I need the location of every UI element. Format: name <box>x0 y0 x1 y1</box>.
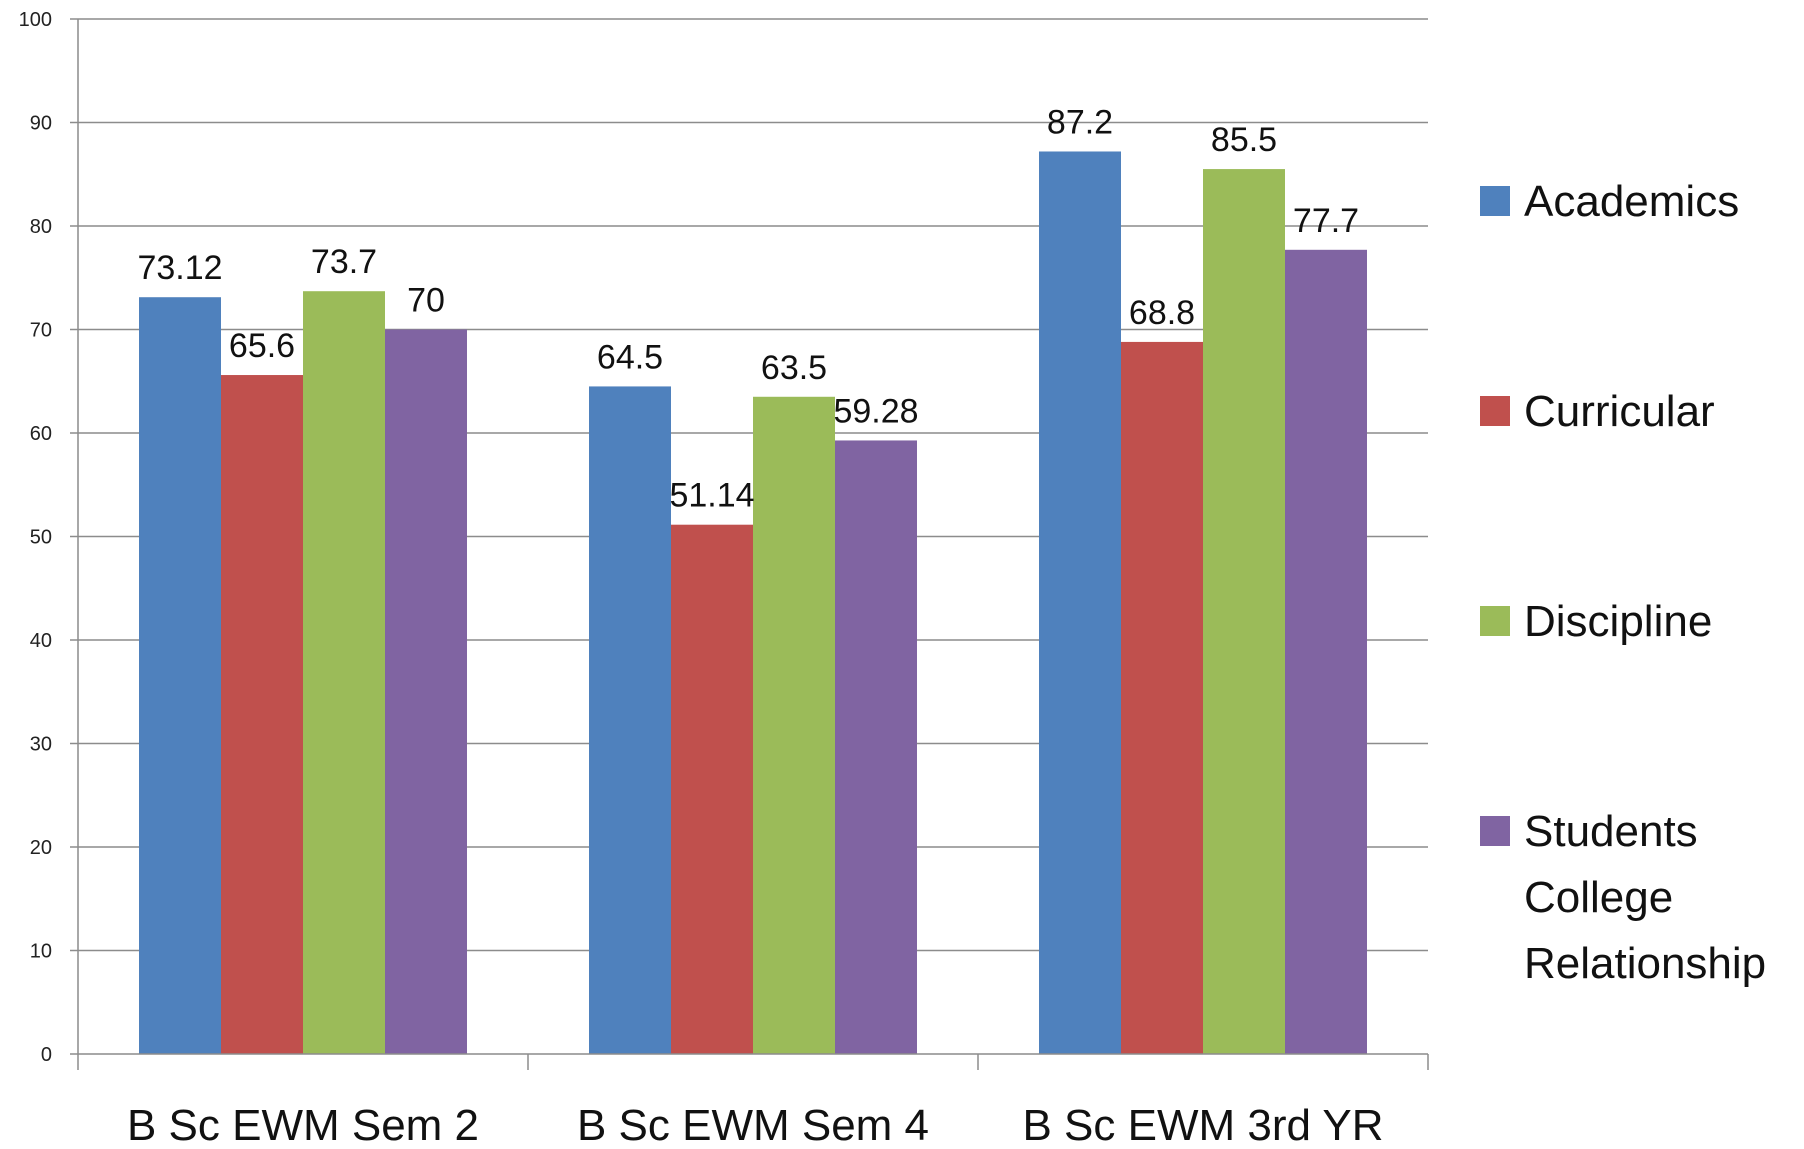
data-label: 73.7 <box>311 243 377 281</box>
bar-curricular <box>671 524 753 1054</box>
data-label: 51.14 <box>669 477 754 515</box>
y-tick-label: 20 <box>30 837 52 859</box>
legend-swatch <box>1480 396 1510 426</box>
bar-students-college-relationship <box>1285 249 1367 1054</box>
bars <box>139 151 1367 1055</box>
y-tick-label: 80 <box>30 216 52 238</box>
legend-swatch <box>1480 606 1510 636</box>
legend-label: Students College Relationship <box>1524 807 1766 988</box>
bar-academics <box>1039 151 1121 1055</box>
legend-swatch <box>1480 186 1510 216</box>
data-label: 68.8 <box>1129 294 1195 332</box>
bar-discipline <box>303 291 385 1055</box>
legend: Academics Curricular Discipline Students Col… <box>1480 177 1766 988</box>
bar-discipline <box>1203 169 1285 1054</box>
bar-discipline <box>753 396 835 1054</box>
y-tick-label: 10 <box>30 941 52 963</box>
bar-academics <box>589 386 671 1054</box>
legend-label: Discipline <box>1524 597 1712 646</box>
y-tick-label: 30 <box>30 734 52 756</box>
bar-students-college-relationship <box>385 329 467 1054</box>
y-tick-label: 40 <box>30 630 52 652</box>
data-label: 70 <box>407 282 445 320</box>
legend-label: Curricular <box>1524 387 1715 436</box>
data-label: 63.5 <box>761 349 827 387</box>
data-label: 87.2 <box>1047 103 1113 141</box>
y-tick-label: 60 <box>30 423 52 445</box>
x-tick-label: B Sc EWM Sem 2 <box>127 1101 479 1144</box>
y-tick-label: 90 <box>30 113 52 135</box>
bar-curricular <box>221 375 303 1054</box>
bar-academics <box>139 297 221 1054</box>
x-tick-label: B Sc EWM 3rd YR <box>1022 1101 1383 1144</box>
legend-label: Academics <box>1524 177 1739 226</box>
data-labels: 73.12 65.6 73.7 70 64.5 51.14 63.559.28 87.2 68.… <box>137 103 1359 514</box>
bar-students-college-relationship <box>835 440 917 1054</box>
legend-swatch <box>1480 816 1510 846</box>
y-tick-label: 0 <box>41 1044 52 1066</box>
bar-curricular <box>1121 341 1203 1054</box>
data-label: 59.28 <box>833 392 918 430</box>
axes: 0 10 20 30 40 50 60 70 80 90 100 B Sc EWM Sem 2 B Sc… <box>19 9 1429 1149</box>
y-tick-label: 70 <box>30 320 52 342</box>
data-label: 85.5 <box>1211 121 1277 159</box>
data-label: 65.6 <box>229 327 295 365</box>
data-label: 73.12 <box>137 249 222 287</box>
y-tick-label: 50 <box>30 527 52 549</box>
data-label: 64.5 <box>597 338 663 376</box>
y-tick-label: 100 <box>19 9 52 31</box>
data-label: 77.7 <box>1293 202 1359 240</box>
x-tick-label: B Sc EWM Sem 4 <box>577 1101 929 1144</box>
